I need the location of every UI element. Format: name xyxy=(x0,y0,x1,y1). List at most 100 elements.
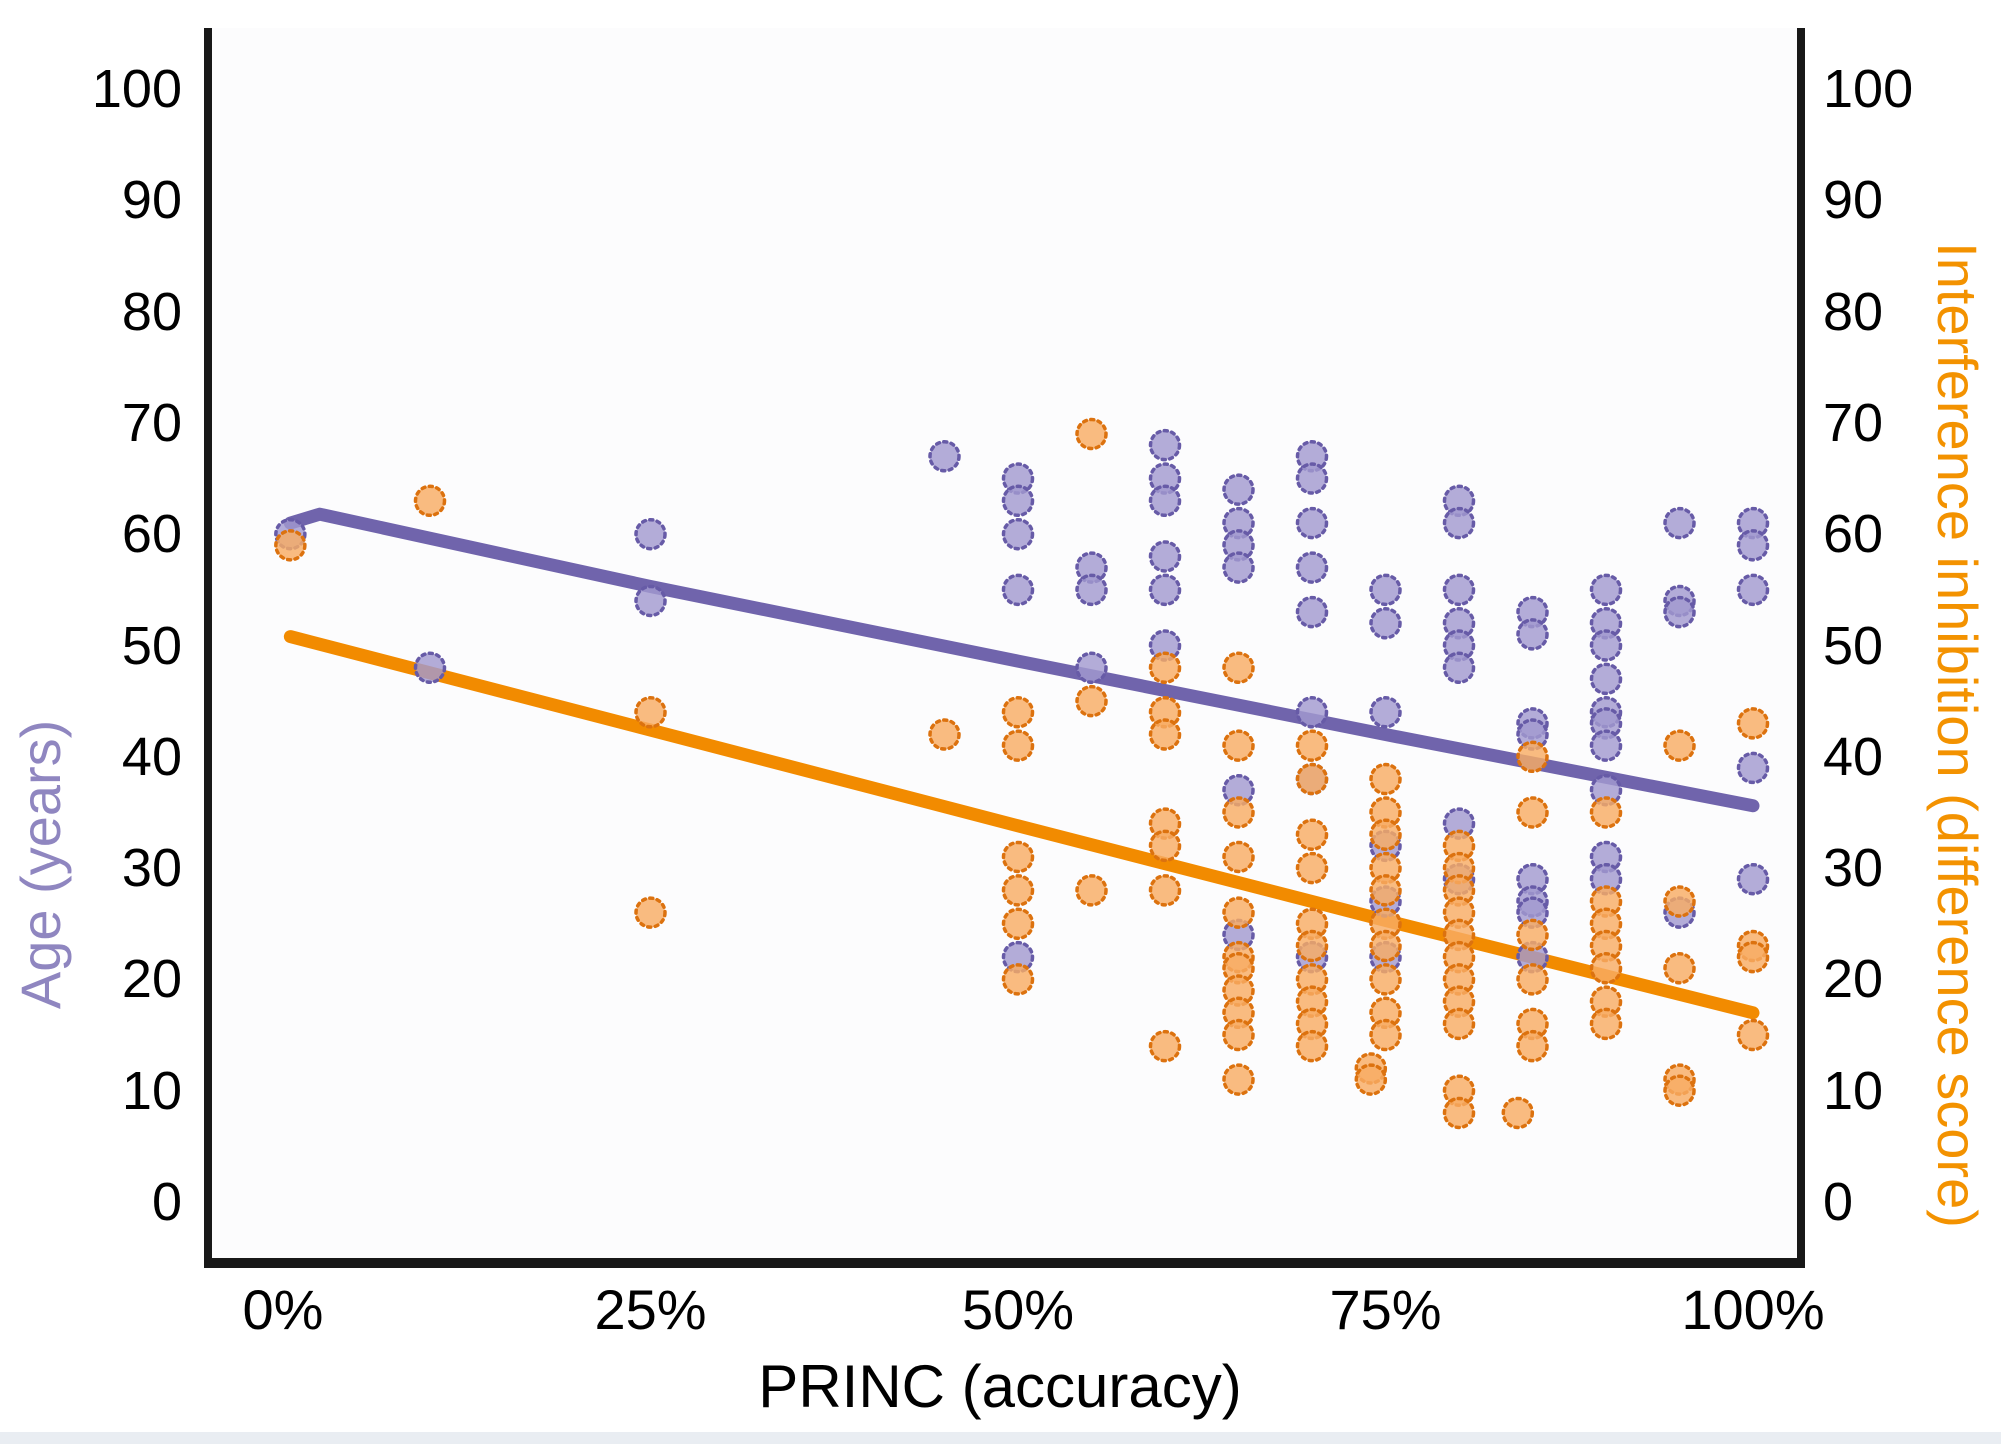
interference-dot xyxy=(1222,651,1255,685)
age-dot xyxy=(634,584,667,618)
interference-dot xyxy=(274,529,307,562)
interference-dot xyxy=(1295,729,1329,762)
age-dot xyxy=(1075,573,1108,607)
age-dot xyxy=(1663,506,1696,540)
y-right-tick-label: 40 xyxy=(1823,726,1884,787)
age-dot xyxy=(1589,629,1623,662)
y-left-tick-label: 20 xyxy=(121,949,182,1010)
interference-dot xyxy=(928,718,961,751)
interference-dot xyxy=(1148,718,1182,751)
y-left-tick-label: 80 xyxy=(121,281,182,342)
age-dot xyxy=(1736,862,1770,896)
age-dot xyxy=(1001,517,1035,551)
interference-dot xyxy=(1295,1029,1329,1063)
interference-dot xyxy=(1369,762,1402,796)
x-tick-label: 50% xyxy=(961,1278,1075,1341)
interference-dot xyxy=(1075,417,1108,451)
interference-dot xyxy=(1295,762,1329,796)
interference-dot xyxy=(1148,651,1182,685)
x-tick-label: 25% xyxy=(594,1278,707,1341)
interference-dot xyxy=(1295,851,1329,885)
age-dot xyxy=(1369,696,1402,729)
age-dot xyxy=(1663,595,1696,629)
y-right-tick-label: 30 xyxy=(1823,838,1884,899)
age-dot xyxy=(1075,651,1108,685)
age-dot xyxy=(1295,506,1329,540)
y-left-tick-label: 90 xyxy=(121,170,182,231)
screenshot-bottom-strip xyxy=(0,1432,2001,1444)
y-left-tick-label: 10 xyxy=(121,1060,182,1121)
interference-dot xyxy=(1001,729,1035,762)
y-right-tick-label: 90 xyxy=(1823,170,1884,231)
right-axis-title: Interference inhibition (difference scor… xyxy=(1926,242,1989,1228)
interference-dot xyxy=(1001,696,1035,729)
y-right-tick-label: 50 xyxy=(1823,615,1884,676)
x-tick-label: 75% xyxy=(1329,1278,1442,1341)
interference-dot xyxy=(1369,929,1402,963)
interference-dot xyxy=(1516,740,1549,774)
y-left-tick-label: 100 xyxy=(91,59,182,119)
age-dot xyxy=(1148,484,1182,518)
interference-dot xyxy=(1001,874,1035,907)
interference-dot xyxy=(1369,1018,1402,1052)
age-dot xyxy=(413,651,447,685)
y-right-tick-label: 100 xyxy=(1823,59,1914,119)
age-dot xyxy=(634,517,667,551)
interference-dot xyxy=(1663,729,1696,762)
interference-dot xyxy=(1075,874,1108,907)
interference-dot xyxy=(1369,963,1402,996)
interference-dot xyxy=(1516,918,1549,952)
y-right-tick-label: 70 xyxy=(1823,392,1884,453)
age-dot xyxy=(1589,573,1623,607)
interference-dot xyxy=(1369,874,1402,907)
interference-dot xyxy=(1222,1063,1255,1096)
age-dot xyxy=(1295,551,1329,584)
interference-dot xyxy=(1736,1018,1770,1052)
interference-dot xyxy=(1589,796,1623,829)
y-left-tick-label: 70 xyxy=(121,392,182,453)
interference-dot xyxy=(634,896,667,929)
interference-dot xyxy=(1295,929,1329,963)
interference-dot xyxy=(1442,1007,1476,1041)
y-right-tick-label: 0 xyxy=(1823,1172,1854,1232)
interference-dot xyxy=(1736,940,1770,974)
age-dot xyxy=(1442,651,1476,685)
age-dot xyxy=(1222,473,1255,506)
age-dot xyxy=(1295,595,1329,629)
interference-dot xyxy=(1222,896,1255,929)
age-dot xyxy=(1736,573,1770,607)
interference-dot xyxy=(1001,907,1035,940)
interference-dot xyxy=(1148,874,1182,907)
interference-dot xyxy=(1663,885,1696,918)
age-dot xyxy=(1148,540,1182,573)
interference-dot xyxy=(1148,829,1182,863)
age-dot xyxy=(1589,662,1623,696)
age-dot xyxy=(1442,573,1476,607)
interference-dot xyxy=(1589,952,1623,985)
age-trend-line xyxy=(283,507,1760,813)
interference-dot xyxy=(1001,963,1035,996)
interference-dot xyxy=(1222,840,1255,874)
y-right-tick-label: 80 xyxy=(1823,281,1884,342)
age-dot xyxy=(1295,462,1329,495)
age-dot xyxy=(1589,729,1623,762)
interference-dot xyxy=(1295,818,1329,851)
interference-dot xyxy=(1369,818,1402,851)
interference-dot xyxy=(1148,1029,1182,1063)
left-axis-title: Age (years) xyxy=(9,719,72,1010)
interference-dot xyxy=(1222,729,1255,762)
interference-dot xyxy=(1222,796,1255,829)
y-left-tick-label: 30 xyxy=(121,838,182,899)
age-dot xyxy=(1736,751,1770,785)
interference-dot xyxy=(1442,1096,1476,1130)
interference-dot xyxy=(1354,1063,1388,1096)
interference-dot xyxy=(634,696,667,729)
age-dot xyxy=(1369,606,1402,640)
interference-dot xyxy=(1001,840,1035,874)
age-dot xyxy=(1369,573,1402,607)
y-left-tick-label: 60 xyxy=(121,504,182,565)
age-dot xyxy=(1001,484,1035,518)
y-right-tick-label: 10 xyxy=(1823,1060,1884,1121)
interference-dot xyxy=(1589,1007,1623,1041)
